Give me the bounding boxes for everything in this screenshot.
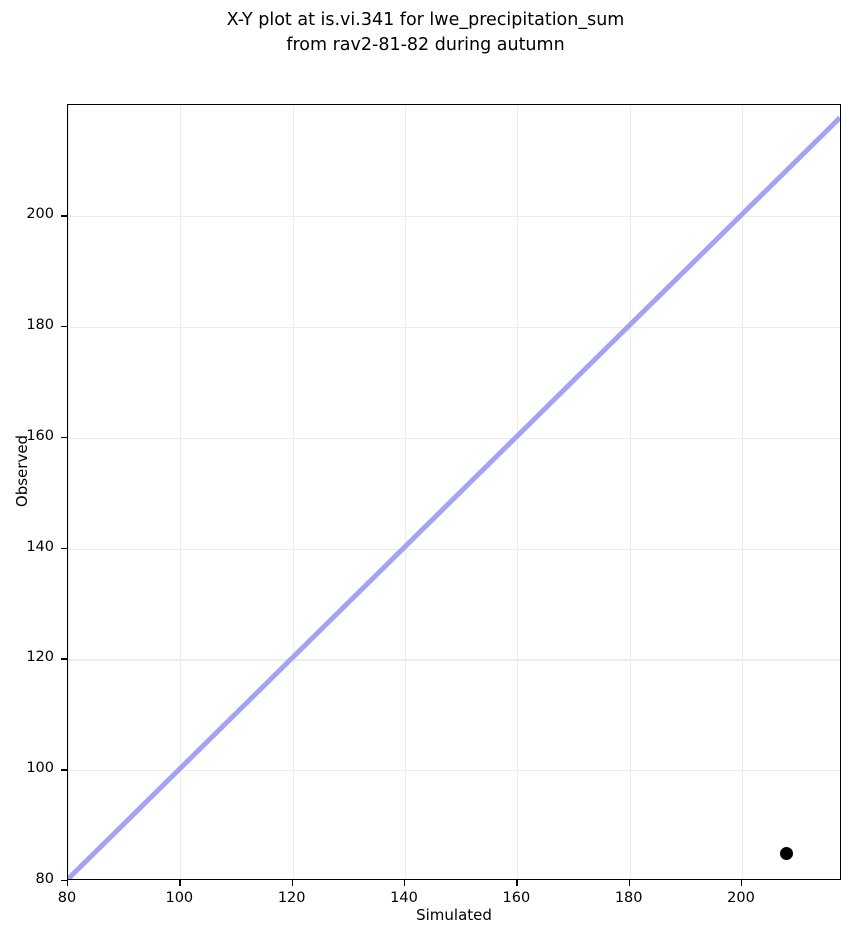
- chart-title-line-2: from rav2-81-82 during autumn: [286, 35, 565, 55]
- x-tick-mark: [404, 880, 406, 886]
- one-to-one-line: [68, 115, 840, 879]
- plot-area: [67, 104, 841, 880]
- x-tick-mark: [516, 880, 518, 886]
- gridline-vertical: [405, 105, 407, 879]
- x-tick-mark: [628, 880, 630, 886]
- y-tick-mark: [61, 436, 67, 439]
- y-tick-mark: [61, 326, 67, 328]
- x-tick-label: 100: [165, 890, 194, 906]
- y-tick-label: 200: [26, 206, 54, 223]
- x-tick-label: 180: [614, 890, 643, 906]
- gridline-vertical: [292, 105, 294, 879]
- gridline-vertical: [517, 105, 519, 879]
- y-tick-label: 100: [26, 760, 54, 777]
- one-to-one-line-path: [68, 115, 840, 879]
- x-tick-label: 140: [390, 890, 418, 906]
- y-tick-label: 160: [26, 427, 54, 444]
- y-tick-label: 80: [35, 871, 54, 887]
- y-tick-mark: [61, 880, 67, 882]
- gridline-vertical: [629, 105, 631, 879]
- x-axis-label: Simulated: [416, 906, 492, 924]
- y-tick-label: 180: [26, 317, 54, 334]
- x-tick-mark: [741, 880, 743, 886]
- gridline-horizontal: [68, 216, 840, 218]
- chart-title-line-1: X-Y plot at is.vi.341 for lwe_precipitat…: [226, 10, 625, 30]
- x-tick-label: 160: [502, 890, 531, 906]
- y-tick-mark: [61, 547, 67, 549]
- gridline-horizontal: [68, 437, 840, 439]
- gridline-vertical: [68, 105, 70, 879]
- gridline-vertical: [180, 105, 182, 879]
- x-tick-mark: [291, 880, 293, 886]
- y-tick-mark: [61, 769, 67, 771]
- data-point: [780, 847, 794, 861]
- gridline-vertical: [742, 105, 744, 879]
- y-tick-mark: [61, 215, 67, 217]
- x-tick-label: 120: [277, 890, 306, 906]
- x-tick-label: 200: [727, 890, 755, 906]
- gridline-horizontal: [68, 659, 840, 661]
- y-tick-mark: [61, 658, 67, 660]
- gridline-horizontal: [68, 770, 840, 772]
- y-axis-label: Observed: [13, 434, 31, 508]
- gridline-horizontal: [68, 548, 840, 550]
- y-tick-label: 140: [26, 538, 54, 555]
- x-tick-label: 80: [57, 890, 77, 906]
- y-tick-label: 120: [26, 649, 54, 666]
- chart-title: X-Y plot at is.vi.341 for lwe_precipitat…: [0, 8, 851, 58]
- gridline-horizontal: [68, 327, 840, 329]
- x-tick-mark: [67, 880, 69, 886]
- x-tick-mark: [179, 880, 181, 886]
